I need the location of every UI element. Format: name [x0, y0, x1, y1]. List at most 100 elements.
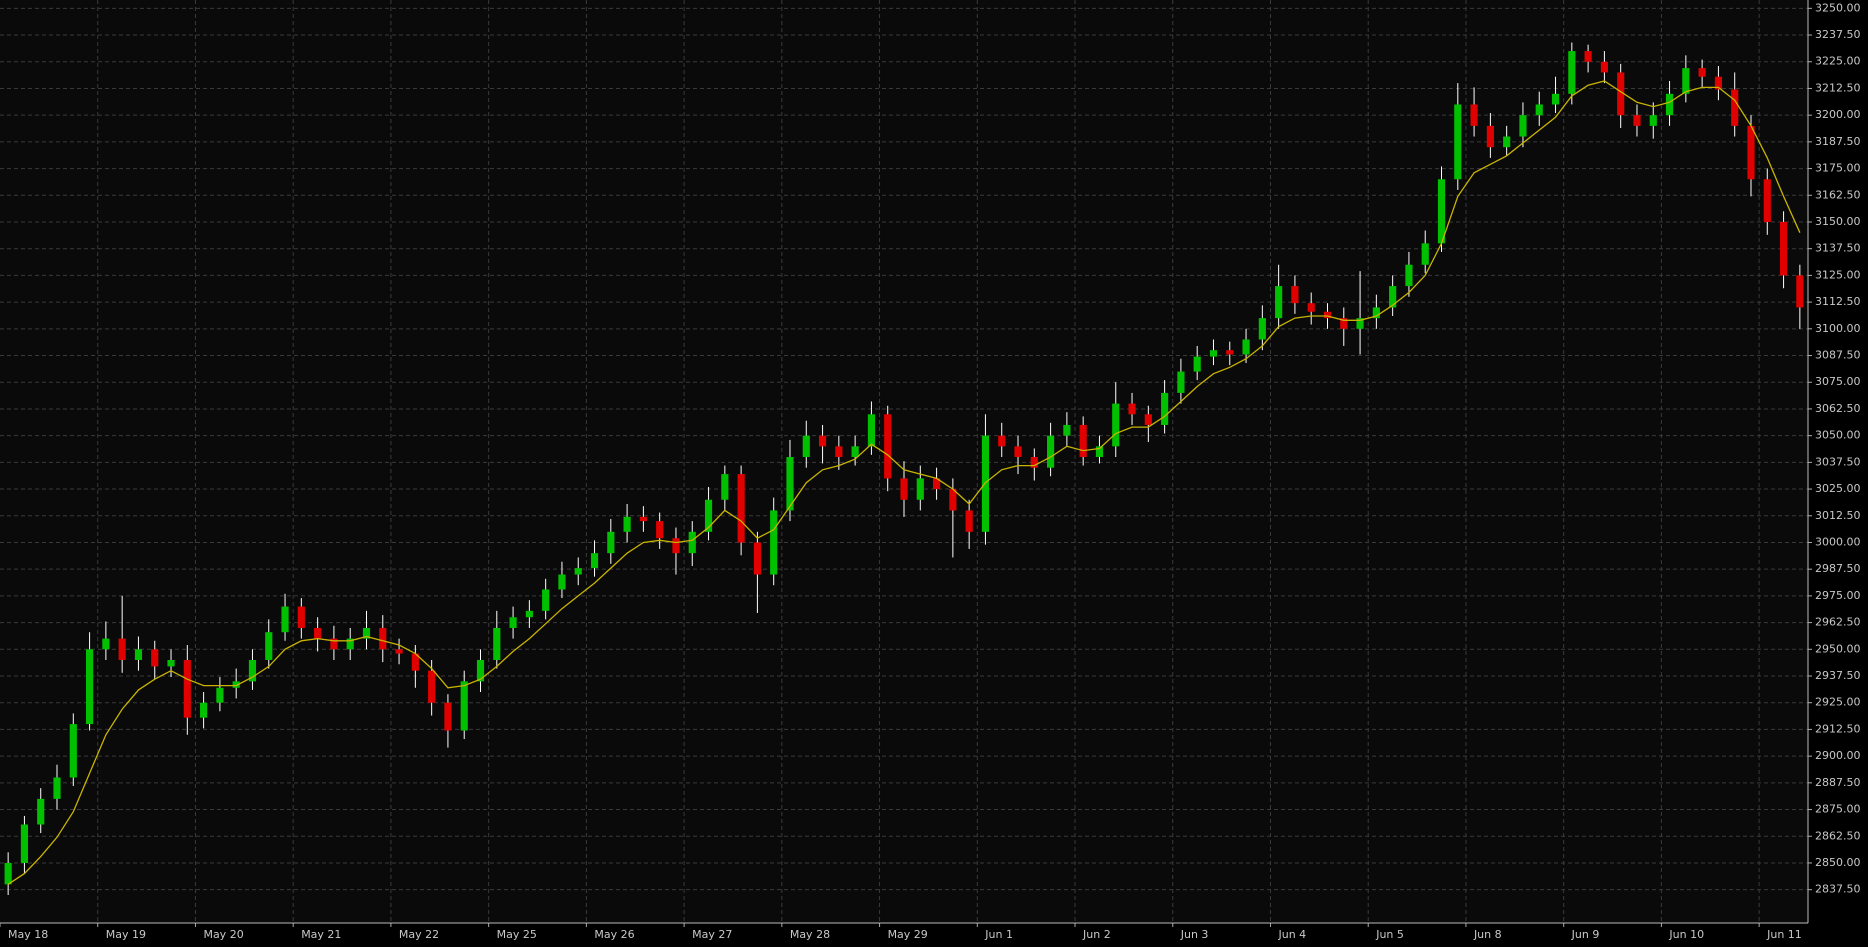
candle-body: [949, 489, 957, 511]
candle-body: [476, 659, 485, 682]
candle-body: [1063, 424, 1071, 436]
y-tick-label: 3125.00: [1815, 268, 1861, 281]
candle-body: [1633, 115, 1641, 126]
candle-body: [1519, 115, 1527, 137]
y-tick-label: 3250.00: [1815, 1, 1861, 14]
candle-body: [1503, 136, 1511, 148]
x-tick-label: Jun 11: [1766, 928, 1802, 941]
candle-body: [623, 516, 631, 532]
candle-body: [737, 474, 745, 543]
candle-body: [900, 478, 908, 500]
x-tick-label: May 19: [106, 928, 146, 941]
candle-body: [1356, 318, 1364, 329]
y-tick-label: 3112.50: [1815, 295, 1861, 308]
candle-body: [1095, 446, 1104, 458]
y-tick-label: 2975.00: [1815, 589, 1861, 602]
candle-body: [265, 632, 273, 660]
y-tick-label: 3162.50: [1815, 188, 1861, 201]
candle-body: [1731, 89, 1739, 126]
candle-body: [281, 606, 289, 633]
y-tick-label: 3050.00: [1815, 429, 1861, 442]
candle-body: [232, 681, 240, 688]
candle-body: [1454, 104, 1462, 180]
candle-body: [362, 627, 371, 639]
candle-body: [525, 610, 533, 618]
candle-body: [460, 681, 468, 731]
x-tick-label: Jun 9: [1571, 928, 1600, 941]
candle-body: [818, 435, 827, 447]
candle-body: [558, 574, 566, 590]
y-tick-label: 3187.50: [1815, 135, 1861, 148]
candle-body: [1421, 243, 1429, 265]
candle-body: [656, 521, 664, 539]
candle-body: [1242, 339, 1250, 355]
moving-average-line: [7, 80, 1801, 885]
candle-body: [932, 478, 941, 490]
candle-body: [721, 474, 729, 500]
candle-body: [1714, 76, 1722, 90]
y-tick-label: 2950.00: [1815, 642, 1861, 655]
candle-body: [1763, 179, 1771, 222]
candle-body: [1584, 51, 1592, 62]
candle-body: [346, 638, 354, 650]
candle-body: [574, 568, 582, 575]
candle-body: [851, 446, 859, 458]
y-tick-label: 3137.50: [1815, 242, 1861, 255]
candle-body: [1568, 51, 1576, 94]
candle-body: [981, 435, 990, 532]
candle-body: [1030, 457, 1038, 468]
candle-body: [1551, 93, 1560, 105]
y-tick-label: 3100.00: [1815, 322, 1861, 335]
y-tick-label: 2962.50: [1815, 616, 1861, 629]
y-tick-label: 3012.50: [1815, 509, 1861, 522]
y-tick-label: 3075.00: [1815, 375, 1861, 388]
candle-body: [1291, 286, 1299, 304]
x-tick-label: Jun 4: [1277, 928, 1306, 941]
x-tick-label: Jun 5: [1375, 928, 1404, 941]
candle-body: [395, 649, 403, 654]
candle-body: [1275, 286, 1283, 319]
y-tick-label: 2837.50: [1815, 883, 1861, 896]
y-tick-label: 3225.00: [1815, 55, 1861, 68]
y-tick-label: 3237.50: [1815, 28, 1861, 41]
candle-body: [1437, 179, 1446, 244]
candle-body: [1144, 414, 1152, 425]
y-tick-label: 2850.00: [1815, 856, 1861, 869]
y-tick-label: 2987.50: [1815, 562, 1861, 575]
candle-body: [216, 687, 224, 703]
y-tick-label: 3150.00: [1815, 215, 1861, 228]
candle-body: [1796, 275, 1804, 308]
candle-body: [167, 659, 175, 667]
candle-body: [1047, 435, 1055, 468]
y-tick-label: 2937.50: [1815, 669, 1861, 682]
candle-body: [965, 510, 973, 532]
y-tick-label: 3037.50: [1815, 455, 1861, 468]
x-tick-label: Jun 3: [1180, 928, 1209, 941]
candle-body: [884, 414, 892, 479]
y-tick-label: 3200.00: [1815, 108, 1861, 121]
candle-body: [1747, 125, 1755, 180]
candle-body: [1079, 424, 1087, 458]
x-tick-label: May 22: [399, 928, 439, 941]
candle-body: [297, 606, 305, 628]
candle-body: [1340, 318, 1348, 329]
candle-body: [867, 414, 876, 447]
x-tick-label: Jun 2: [1082, 928, 1111, 941]
candle-body: [688, 531, 696, 554]
candle-body: [590, 553, 599, 569]
candle-body: [428, 670, 436, 703]
candle-body: [672, 538, 680, 554]
candle-body: [1617, 72, 1625, 116]
candle-body: [1177, 371, 1185, 393]
candle-body: [1372, 307, 1380, 319]
y-tick-label: 2875.00: [1815, 803, 1861, 816]
x-tick-label: Jun 1: [984, 928, 1013, 941]
candle-body: [102, 638, 110, 650]
candle-body: [4, 862, 12, 885]
x-tick-label: Jun 8: [1473, 928, 1502, 941]
candle-body: [20, 824, 29, 863]
x-tick-label: May 18: [8, 928, 48, 941]
candle-body: [704, 499, 713, 532]
candle-body: [1128, 403, 1136, 415]
candle-body: [770, 510, 778, 575]
